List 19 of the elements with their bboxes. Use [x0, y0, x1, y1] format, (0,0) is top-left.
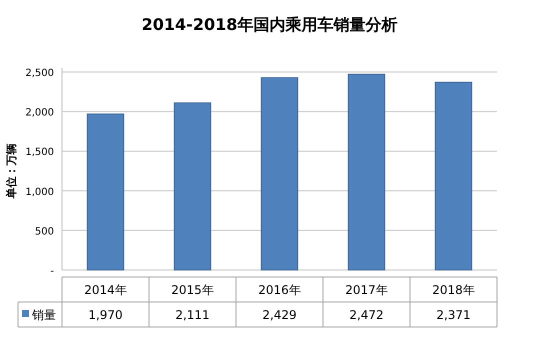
- xtick: 2017年: [345, 283, 388, 297]
- ytick: 1,000: [25, 186, 54, 198]
- ytick: 2,500: [25, 68, 54, 79]
- data-label: 2,111: [175, 308, 210, 322]
- ytick: 2,000: [25, 108, 54, 119]
- xtick: 2018年: [432, 283, 475, 297]
- data-label: 2,472: [349, 308, 384, 322]
- ytick: 1,500: [25, 147, 54, 158]
- data-label: 1,970: [88, 308, 123, 322]
- title: 2014-2018年国内乘用车销量分析: [142, 15, 398, 34]
- ylabel: 单位：万辆: [5, 144, 18, 198]
- legend-label: 销量: [32, 308, 56, 322]
- xtick: 2015年: [171, 283, 214, 297]
- ytick: -: [50, 266, 54, 277]
- xtick: 2016年: [258, 283, 301, 297]
- data-label: 2,371: [436, 308, 471, 322]
- data-label: 2,429: [262, 308, 297, 322]
- ytick: 500: [34, 226, 54, 238]
- xtick: 2014年: [84, 283, 127, 297]
